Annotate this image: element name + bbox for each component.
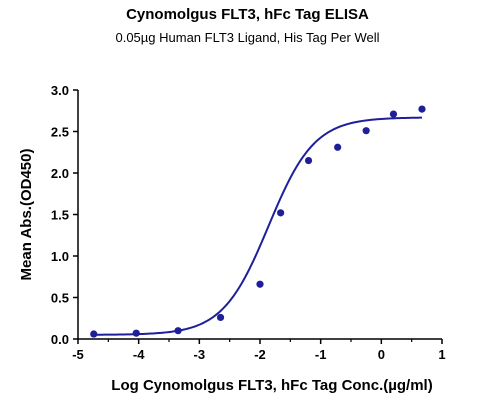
x-tick-label: -2	[254, 347, 266, 362]
data-point	[304, 156, 313, 165]
x-tick-label: 0	[378, 347, 385, 362]
x-tick-label: -1	[315, 347, 327, 362]
y-tick-label: 1.0	[51, 249, 69, 264]
data-points	[90, 105, 426, 338]
x-tick-label: -3	[194, 347, 206, 362]
y-tick-label: 1.5	[51, 208, 69, 223]
data-point	[216, 313, 225, 322]
data-point	[362, 127, 370, 135]
chart-title: Cynomolgus FLT3, hFc Tag ELISA	[126, 6, 369, 23]
data-point	[90, 330, 98, 338]
x-tick-label: -5	[72, 347, 84, 362]
data-point	[256, 280, 264, 288]
y-tick-label: 0.0	[51, 332, 69, 347]
data-point	[389, 110, 398, 118]
x-tick-label: 1	[438, 347, 445, 362]
fit-curve	[93, 116, 422, 336]
data-point	[277, 209, 285, 217]
data-point	[132, 329, 140, 337]
y-tick-label: 3.0	[51, 83, 69, 98]
x-tick-label: -4	[133, 347, 145, 362]
chart-subtitle: 0.05µg Human FLT3 Ligand, His Tag Per We…	[115, 30, 380, 45]
x-axis-title: Log Cynomolgus FLT3, hFc Tag Conc.(µg/ml…	[111, 377, 432, 394]
y-tick-label: 0.5	[51, 291, 69, 306]
y-tick-label: 2.0	[51, 166, 69, 181]
data-point	[334, 143, 342, 151]
y-tick-label: 2.5	[51, 125, 69, 140]
y-axis-title: Mean Abs.(OD450)	[18, 149, 35, 281]
data-point	[418, 105, 426, 113]
axes: -5 -4 -3 -2 -1 0 1 0.0 0.5 1.0 1.5 2.0 2.5 3.0	[51, 83, 446, 362]
data-point	[174, 327, 182, 335]
